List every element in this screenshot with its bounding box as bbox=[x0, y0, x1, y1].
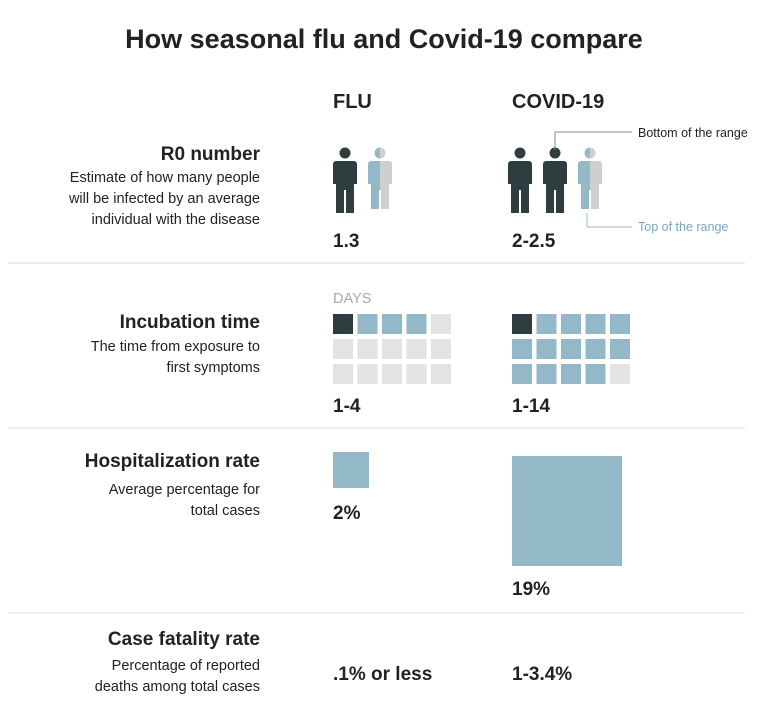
covid-value: 1-14 bbox=[512, 396, 550, 417]
row-label: Case fatality rate bbox=[108, 629, 260, 650]
day-square bbox=[357, 314, 378, 334]
title: How seasonal flu and Covid-19 compare bbox=[125, 24, 643, 54]
row-description: Percentage of reported bbox=[112, 658, 260, 674]
day-square bbox=[431, 339, 451, 359]
flu-value: .1% or less bbox=[333, 664, 432, 685]
day-square bbox=[536, 314, 557, 334]
day-square bbox=[382, 364, 402, 384]
row-label: Incubation time bbox=[120, 312, 260, 333]
day-square bbox=[406, 364, 427, 384]
day-square bbox=[333, 364, 353, 384]
day-square bbox=[585, 339, 606, 359]
annotation-line bbox=[554, 131, 632, 150]
flu-value: 1.3 bbox=[333, 231, 359, 252]
covid-value: 1-3.4% bbox=[512, 664, 572, 685]
row-description: Estimate of how many people bbox=[70, 170, 260, 186]
day-square bbox=[610, 314, 630, 334]
day-square bbox=[333, 339, 353, 359]
flu-value: 1-4 bbox=[333, 396, 361, 417]
day-square bbox=[561, 314, 581, 334]
day-square bbox=[512, 364, 532, 384]
day-square bbox=[333, 314, 353, 334]
annotation: Bottom of the range bbox=[638, 126, 748, 140]
row-label: R0 number bbox=[161, 144, 261, 165]
covid-square bbox=[512, 456, 622, 566]
column-header: FLU bbox=[333, 91, 372, 113]
day-square bbox=[610, 364, 630, 384]
flu-square bbox=[333, 452, 369, 488]
row-label: Hospitalization rate bbox=[85, 451, 260, 472]
annotation: DAYS bbox=[333, 291, 371, 307]
day-square bbox=[382, 339, 402, 359]
row-description: deaths among total cases bbox=[95, 679, 260, 695]
day-square bbox=[431, 314, 451, 334]
row-description: individual with the disease bbox=[92, 212, 260, 228]
row-description: The time from exposure to bbox=[91, 339, 260, 355]
day-grids bbox=[333, 314, 630, 384]
day-square bbox=[561, 339, 581, 359]
covid-value: 19% bbox=[512, 579, 550, 600]
row-description: first symptoms bbox=[167, 360, 260, 376]
day-square bbox=[406, 339, 427, 359]
row-description: Average percentage for bbox=[109, 482, 260, 498]
day-square bbox=[512, 339, 532, 359]
day-square bbox=[585, 364, 606, 384]
person-icons bbox=[333, 148, 602, 215]
row-description: will be infected by an average bbox=[68, 191, 260, 207]
day-square bbox=[610, 339, 630, 359]
covid-value: 2-2.5 bbox=[512, 231, 556, 252]
day-square bbox=[536, 339, 557, 359]
flu-value: 2% bbox=[333, 503, 361, 524]
day-square bbox=[406, 314, 427, 334]
annotation-line bbox=[586, 213, 632, 228]
day-square bbox=[382, 314, 402, 334]
day-square bbox=[536, 364, 557, 384]
column-header: COVID-19 bbox=[512, 91, 604, 113]
day-square bbox=[585, 314, 606, 334]
day-square bbox=[357, 339, 378, 359]
day-square bbox=[512, 314, 532, 334]
row-description: total cases bbox=[191, 503, 260, 519]
day-square bbox=[561, 364, 581, 384]
annotation: Top of the range bbox=[638, 220, 728, 234]
day-square bbox=[431, 364, 451, 384]
day-square bbox=[357, 364, 378, 384]
